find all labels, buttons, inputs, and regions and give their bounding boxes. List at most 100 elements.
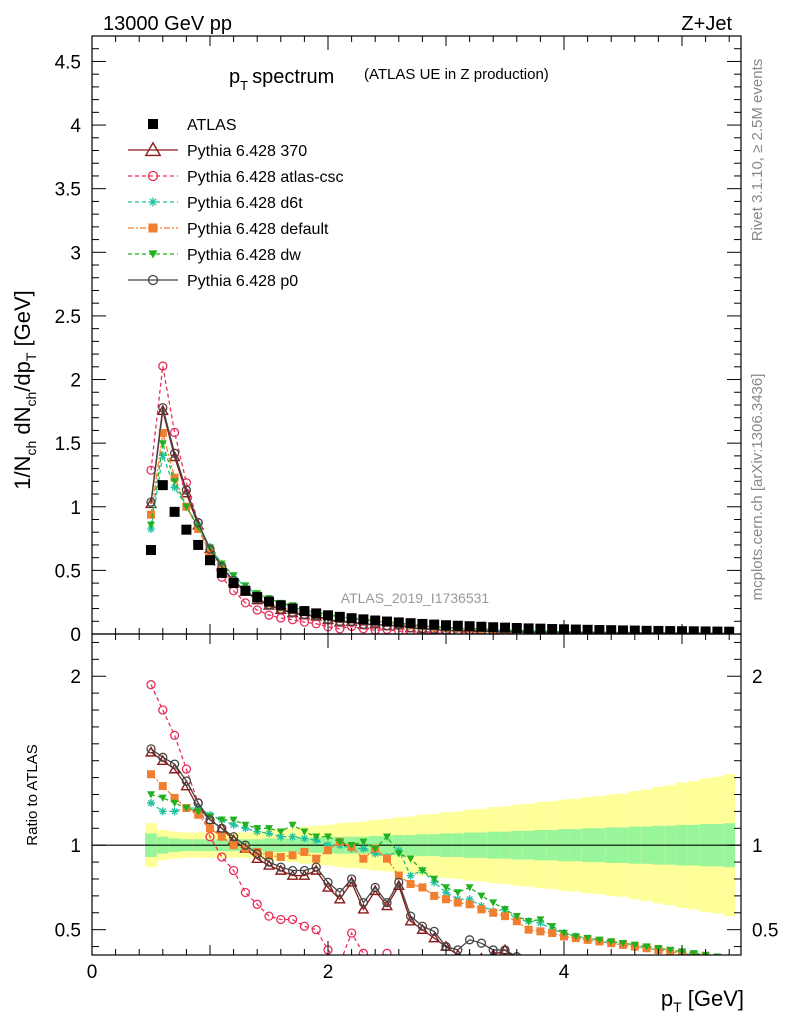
ratio-point	[382, 897, 392, 908]
ratio-point	[158, 705, 168, 715]
ratio-point	[146, 744, 156, 754]
data-point	[500, 622, 510, 633]
ratio-point	[358, 897, 369, 908]
ratio-point	[370, 882, 380, 893]
ratio-point	[642, 943, 651, 951]
ratio-point	[654, 945, 663, 953]
ratio-point	[241, 821, 250, 829]
ratio-point	[477, 905, 486, 914]
ratio-point	[442, 895, 450, 904]
ratio-point	[229, 816, 238, 824]
data-point	[570, 624, 581, 634]
series-pythia-6-428-default	[147, 429, 734, 634]
data-point	[275, 600, 286, 611]
ratio-point	[607, 986, 615, 994]
y-tick-label: 4.5	[55, 52, 81, 73]
ratio-point	[299, 865, 310, 876]
ratio-point	[465, 884, 474, 892]
ratio-point	[407, 970, 415, 978]
ratio-point	[383, 833, 391, 841]
ratio-point	[404, 914, 417, 926]
ratio-point	[311, 925, 321, 935]
ratio-point	[654, 969, 664, 977]
ratio-point	[525, 981, 533, 989]
ratio-point	[357, 903, 370, 914]
legend-marker	[148, 197, 158, 207]
ratio-point	[264, 911, 274, 921]
data-point	[464, 621, 475, 632]
ratio-series-line	[150, 748, 516, 955]
data-point	[170, 483, 179, 492]
ratio-point	[146, 680, 156, 690]
ratio-point	[312, 854, 321, 863]
data-point	[311, 608, 322, 619]
ratio-point	[298, 869, 311, 880]
data-point	[547, 624, 558, 634]
ratio-point	[536, 916, 545, 924]
series-line	[150, 452, 730, 634]
rivet-version-label: Rivet 3.1.10, ≥ 2.5M events	[749, 59, 766, 242]
data-point	[228, 578, 239, 589]
ratio-point	[619, 939, 627, 948]
ratio-point	[300, 834, 309, 843]
ratio-point	[501, 980, 509, 988]
legend-marker	[144, 141, 162, 157]
ratio-point	[595, 965, 603, 973]
legend-entry: Pythia 6.428 d6t	[128, 195, 303, 212]
ratio-point	[677, 970, 687, 978]
legend-marker	[147, 274, 159, 286]
ratio-point	[406, 880, 415, 889]
ratio-tick-label-left: 2	[70, 667, 81, 688]
ratio-point	[252, 899, 262, 909]
legend-entry: Pythia 6.428 p0	[128, 273, 298, 290]
ratio-point	[477, 892, 486, 900]
ratio-point	[595, 936, 604, 944]
y-tick-label: 0	[70, 625, 81, 646]
ratio-point	[371, 845, 380, 853]
y-tick-label: 2.5	[55, 307, 81, 328]
ratio-point	[346, 874, 357, 884]
ratio-point	[724, 974, 734, 982]
ratio-point	[371, 849, 380, 858]
data-point	[299, 606, 310, 617]
data-point	[205, 555, 215, 566]
ratio-point	[701, 972, 711, 980]
ratio-point	[548, 929, 557, 938]
ratio-point	[205, 815, 215, 825]
y-tick-label: 1	[70, 498, 81, 519]
ratio-point	[512, 912, 521, 921]
data-point	[276, 613, 286, 623]
ratio-point	[324, 846, 332, 855]
analysis-id-label: ATLAS_2019_I1736531	[341, 590, 490, 606]
ratio-point	[536, 958, 544, 966]
ratio-point	[158, 807, 167, 816]
ratio-point	[206, 813, 214, 821]
ratio-point	[477, 978, 485, 986]
data-point	[346, 613, 357, 624]
ratio-point	[170, 799, 179, 807]
ratio-point	[170, 793, 179, 802]
ratio-point	[572, 985, 580, 993]
ratio-point	[524, 925, 533, 934]
ratio-point	[217, 832, 226, 841]
data-point	[523, 623, 534, 634]
ratio-point	[678, 970, 686, 978]
ratio-point	[631, 986, 639, 994]
data-point	[393, 617, 404, 628]
ratio-point	[323, 877, 333, 888]
ratio-point	[618, 967, 628, 975]
y-tick-label: 4	[70, 116, 81, 137]
data-point	[252, 605, 262, 615]
ratio-point	[489, 908, 498, 917]
ratio-point	[584, 963, 592, 971]
data-point	[370, 615, 381, 626]
ratio-point	[476, 938, 487, 948]
ratio-point	[265, 851, 273, 860]
series-atlas	[146, 480, 735, 634]
data-point	[217, 560, 226, 568]
y-tick-label: 3	[70, 243, 81, 264]
data-point	[158, 429, 167, 438]
ratio-point	[418, 867, 427, 875]
ratio-point	[228, 865, 239, 876]
ratio-point	[286, 869, 299, 880]
